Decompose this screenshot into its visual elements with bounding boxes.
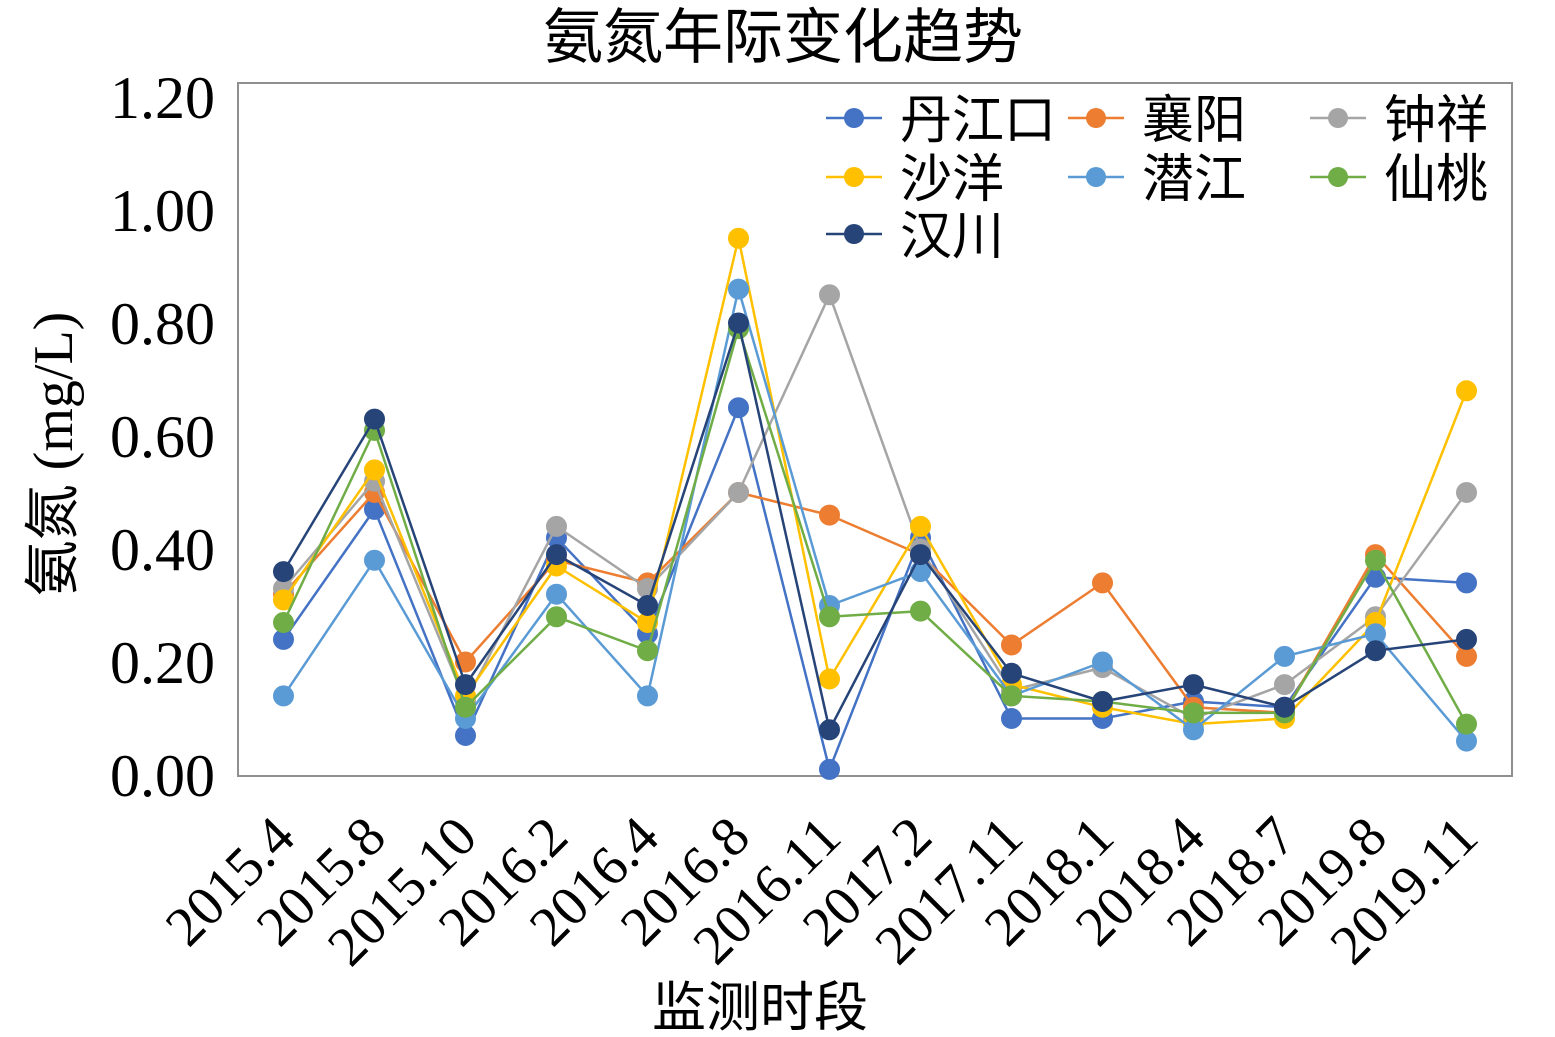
series-3-point-4 — [546, 515, 567, 537]
series-4-point-6 — [728, 227, 749, 249]
y-tick-label-0: 0.00 — [110, 743, 215, 809]
series-7-line — [282, 321, 1467, 732]
legend-label-3: 钟祥 — [1384, 93, 1488, 150]
series-1-point-7 — [819, 758, 840, 780]
series-6-line — [282, 327, 1468, 725]
x-axis-title: 监测时段 — [652, 978, 868, 1037]
legend-item-4: 沙洋 — [826, 152, 1004, 209]
series-7-point-11 — [1183, 674, 1204, 696]
legend-marker-7 — [844, 224, 864, 244]
series-7-point-6 — [728, 312, 749, 334]
series-4-point-8 — [910, 515, 931, 537]
series-7-point-7 — [819, 719, 840, 741]
legend-marker-2 — [1086, 108, 1106, 128]
series-7-point-2 — [364, 408, 385, 430]
legend-label-7: 汉川 — [900, 209, 1004, 266]
series-6-point-8 — [910, 600, 931, 622]
series-3-point-14 — [1456, 482, 1477, 503]
legend-marker-6 — [1328, 167, 1348, 187]
legend-label-5: 潜江 — [1142, 152, 1246, 209]
plot-series — [273, 227, 1477, 780]
y-tick-label-6: 1.20 — [110, 65, 215, 131]
legend-marker-5 — [1086, 167, 1106, 187]
series-2-point-10 — [1092, 572, 1113, 594]
series-5-point-1 — [273, 685, 294, 707]
legend-item-1: 丹江口 — [826, 93, 1056, 150]
legend-label-4: 沙洋 — [900, 152, 1004, 209]
legend-item-6: 仙桃 — [1310, 152, 1488, 209]
series-2-point-7 — [819, 504, 840, 526]
series-5-point-2 — [364, 549, 385, 571]
legend-item-3: 钟祥 — [1310, 93, 1488, 150]
series-4-point-7 — [819, 668, 840, 690]
legend-item-5: 潜江 — [1068, 152, 1246, 209]
series-1-line — [282, 406, 1467, 771]
legend-item-2: 襄阳 — [1068, 93, 1246, 150]
series-4-line — [282, 237, 1468, 726]
series-6-point-3 — [455, 696, 476, 718]
legend-marker-4 — [844, 167, 864, 187]
series-6-point-11 — [1183, 702, 1204, 724]
plot-area-frame — [237, 82, 1513, 777]
series-6-point-5 — [637, 640, 658, 662]
series-4-point-2 — [364, 459, 385, 481]
series-5-point-4 — [546, 583, 567, 605]
y-tick-label-4: 0.80 — [110, 291, 215, 357]
series-3-point-12 — [1274, 674, 1295, 696]
series-7-point-10 — [1092, 691, 1113, 712]
series-1-point-6 — [728, 397, 749, 419]
series-6-point-7 — [819, 606, 840, 628]
series-5-point-10 — [1092, 651, 1113, 673]
series-7-point-12 — [1274, 696, 1295, 718]
series-6-point-1 — [273, 612, 294, 633]
y-axis-title: 氨氮 (mg/L) — [23, 312, 85, 597]
series-7-point-8 — [910, 544, 931, 566]
legend-label-2: 襄阳 — [1142, 93, 1246, 150]
series-4-point-14 — [1456, 380, 1477, 402]
series-7-point-4 — [546, 544, 567, 566]
series-7-point-5 — [637, 595, 658, 616]
series-5-line — [282, 287, 1468, 742]
y-axis: 0.00 0.20 0.40 0.60 0.80 1.00 1.20 — [110, 65, 215, 809]
legend-marker-1 — [844, 108, 864, 128]
series-7-point-3 — [455, 674, 476, 696]
series-6-point-9 — [1001, 685, 1022, 707]
series-3-point-7 — [819, 284, 840, 306]
y-tick-label-2: 0.40 — [110, 517, 215, 583]
legend-marker-3 — [1328, 108, 1348, 128]
legend-label-6: 仙桃 — [1384, 152, 1488, 209]
chart-title: 氨氮年际变化趋势 — [543, 5, 1023, 71]
series-5-point-6 — [728, 278, 749, 300]
legend-item-7: 汉川 — [826, 209, 1004, 266]
series-3-point-6 — [728, 482, 749, 503]
series-2-point-9 — [1001, 634, 1022, 656]
series-5-point-5 — [637, 685, 658, 707]
series-6-point-14 — [1456, 713, 1477, 735]
series-7-point-13 — [1365, 640, 1386, 662]
series-7-point-1 — [273, 561, 294, 583]
series-7-point-14 — [1456, 628, 1477, 650]
y-tick-label-3: 0.60 — [110, 404, 215, 470]
legend-label-1: 丹江口 — [900, 93, 1056, 150]
series-1-point-14 — [1456, 572, 1477, 594]
series-5-point-12 — [1274, 645, 1295, 667]
y-tick-label-5: 1.00 — [110, 178, 215, 244]
series-1-point-9 — [1001, 708, 1022, 729]
y-tick-label-1: 0.20 — [110, 630, 215, 696]
series-7-point-9 — [1001, 662, 1022, 684]
series-6-point-13 — [1365, 549, 1386, 571]
series-6-point-4 — [546, 606, 567, 628]
series-7 — [273, 312, 1477, 741]
